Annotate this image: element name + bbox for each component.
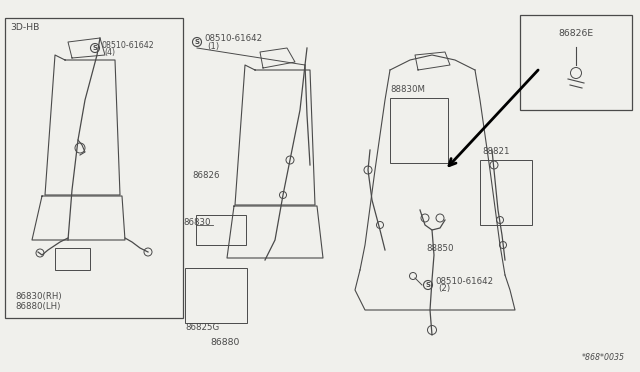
- Bar: [520, 15, 632, 110]
- Text: 86826E: 86826E: [559, 29, 593, 38]
- Text: S: S: [195, 39, 200, 45]
- Text: 08510-61642: 08510-61642: [435, 276, 493, 285]
- Bar: [390, 98, 448, 163]
- Text: 86830(RH): 86830(RH): [15, 292, 61, 301]
- Text: (2): (2): [438, 285, 450, 294]
- Bar: [480, 160, 532, 225]
- Text: 08510-61642: 08510-61642: [204, 33, 262, 42]
- Text: 08510-61642: 08510-61642: [101, 41, 154, 49]
- Bar: [185, 268, 247, 323]
- Bar: [196, 215, 246, 245]
- Text: 86880(LH): 86880(LH): [15, 301, 60, 311]
- Text: 86825G: 86825G: [185, 323, 220, 331]
- Bar: [5, 18, 183, 318]
- Bar: [55, 248, 90, 270]
- Text: 3D-HB: 3D-HB: [10, 22, 40, 32]
- Text: 86830: 86830: [183, 218, 211, 227]
- Text: *868*0035: *868*0035: [582, 353, 625, 362]
- Text: 88850: 88850: [426, 244, 454, 253]
- Text: S: S: [426, 282, 431, 288]
- Text: 86826: 86826: [192, 170, 220, 180]
- Text: 86880: 86880: [211, 338, 240, 347]
- Text: 88830M: 88830M: [390, 85, 425, 94]
- Text: 88821: 88821: [482, 147, 509, 156]
- Text: (4): (4): [104, 48, 115, 57]
- Text: S: S: [93, 45, 97, 51]
- Text: (1): (1): [207, 42, 219, 51]
